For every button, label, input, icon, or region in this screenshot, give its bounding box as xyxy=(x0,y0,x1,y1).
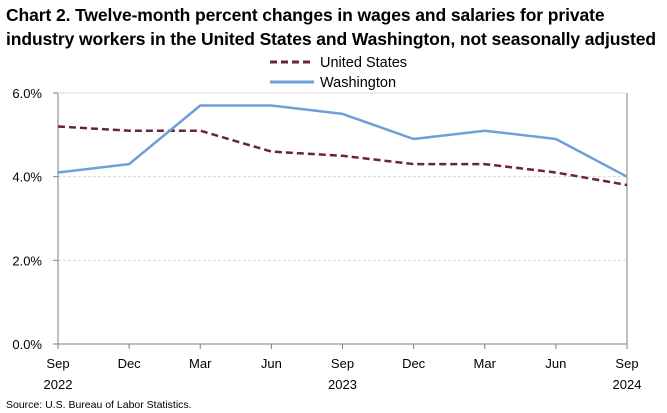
x-tick-label-month: Jun xyxy=(545,356,566,371)
y-tick-label: 4.0% xyxy=(12,170,42,185)
legend: United States Washington xyxy=(270,55,407,91)
series-line-washington xyxy=(57,104,628,178)
x-tick-label-month: Jun xyxy=(261,356,282,371)
series-line-united-states xyxy=(57,125,628,187)
x-tick-label-month: Mar xyxy=(189,356,212,371)
gridlines xyxy=(58,176,627,261)
x-tick-label-month: Dec xyxy=(402,356,426,371)
chart-title: Chart 2. Twelve-month percent changes in… xyxy=(6,3,666,51)
y-tick-label: 2.0% xyxy=(12,253,42,268)
x-tick-label-year: 2024 xyxy=(613,377,642,392)
legend-label: United States xyxy=(320,55,407,71)
axes: 0.0% 2.0% 4.0% 6.0% Sep 2022 Dec Mar Jun Sep 2023 D… xyxy=(12,86,641,392)
x-tick-label-month: Dec xyxy=(118,356,142,371)
chart-title-line-2: industry workers in the United States an… xyxy=(6,29,656,49)
y-tick-label: 0.0% xyxy=(12,337,42,352)
x-tick-label-month: Sep xyxy=(615,356,638,371)
x-tick-label-month: Sep xyxy=(46,356,69,371)
series-lines xyxy=(57,104,628,187)
legend-label: Washington xyxy=(320,75,396,91)
y-tick-label: 6.0% xyxy=(12,86,42,101)
x-tick-label-year: 2022 xyxy=(44,377,73,392)
source-note: Source: U.S. Bureau of Labor Statistics. xyxy=(6,399,192,411)
x-tick-label-month: Sep xyxy=(331,356,354,371)
chart-title-line-1: Chart 2. Twelve-month percent changes in… xyxy=(6,5,605,25)
x-tick-label-year: 2023 xyxy=(328,377,357,392)
x-tick-label-month: Mar xyxy=(474,356,497,371)
